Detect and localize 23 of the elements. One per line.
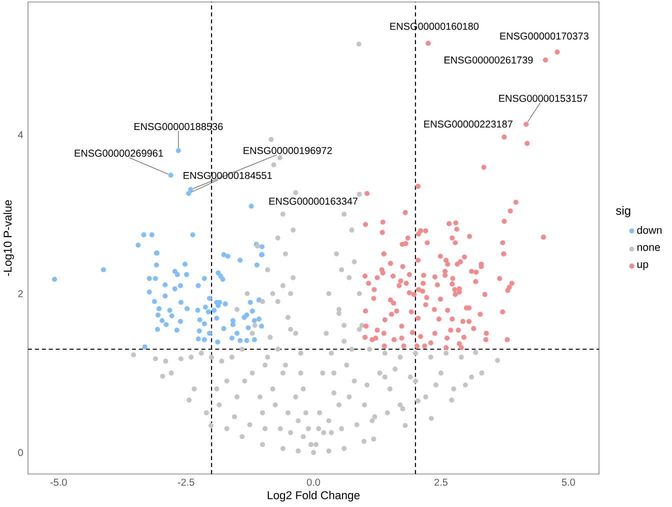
annotation: ENSG00000163347 xyxy=(269,198,358,205)
annotation: ENSG00000223187 xyxy=(424,120,512,128)
y-tick-label: 4 xyxy=(18,131,24,138)
annotation: ENSG00000160180 xyxy=(390,22,479,30)
annotation: ENSG00000196972 xyxy=(244,146,332,154)
legend-label: none xyxy=(637,245,660,251)
annotation: ENSG00000170373 xyxy=(500,32,588,40)
x-axis-title: Log2 Fold Change xyxy=(268,490,360,502)
annotation: ENSG00000261739 xyxy=(444,56,533,64)
annotation: ENSG00000269961 xyxy=(74,150,164,157)
y-tick-label: 0 xyxy=(18,448,23,456)
x-tick-label: 0.0 xyxy=(306,478,320,486)
legend-label: down xyxy=(637,226,662,234)
x-tick-label: -2.5 xyxy=(178,478,194,486)
legend-title: sig xyxy=(616,206,630,218)
annotation: ENSG00000153157 xyxy=(499,94,588,102)
x-tick-label: 2.5 xyxy=(434,478,448,486)
legend-label: up xyxy=(637,262,648,270)
x-tick-label: -5.0 xyxy=(50,478,67,486)
y-tick-label: 2 xyxy=(18,290,23,298)
y-axis-title: -Log10 P-value xyxy=(3,200,14,276)
x-tick-label: 5.0 xyxy=(562,478,575,486)
annotation: ENSG00000188536 xyxy=(134,123,223,130)
